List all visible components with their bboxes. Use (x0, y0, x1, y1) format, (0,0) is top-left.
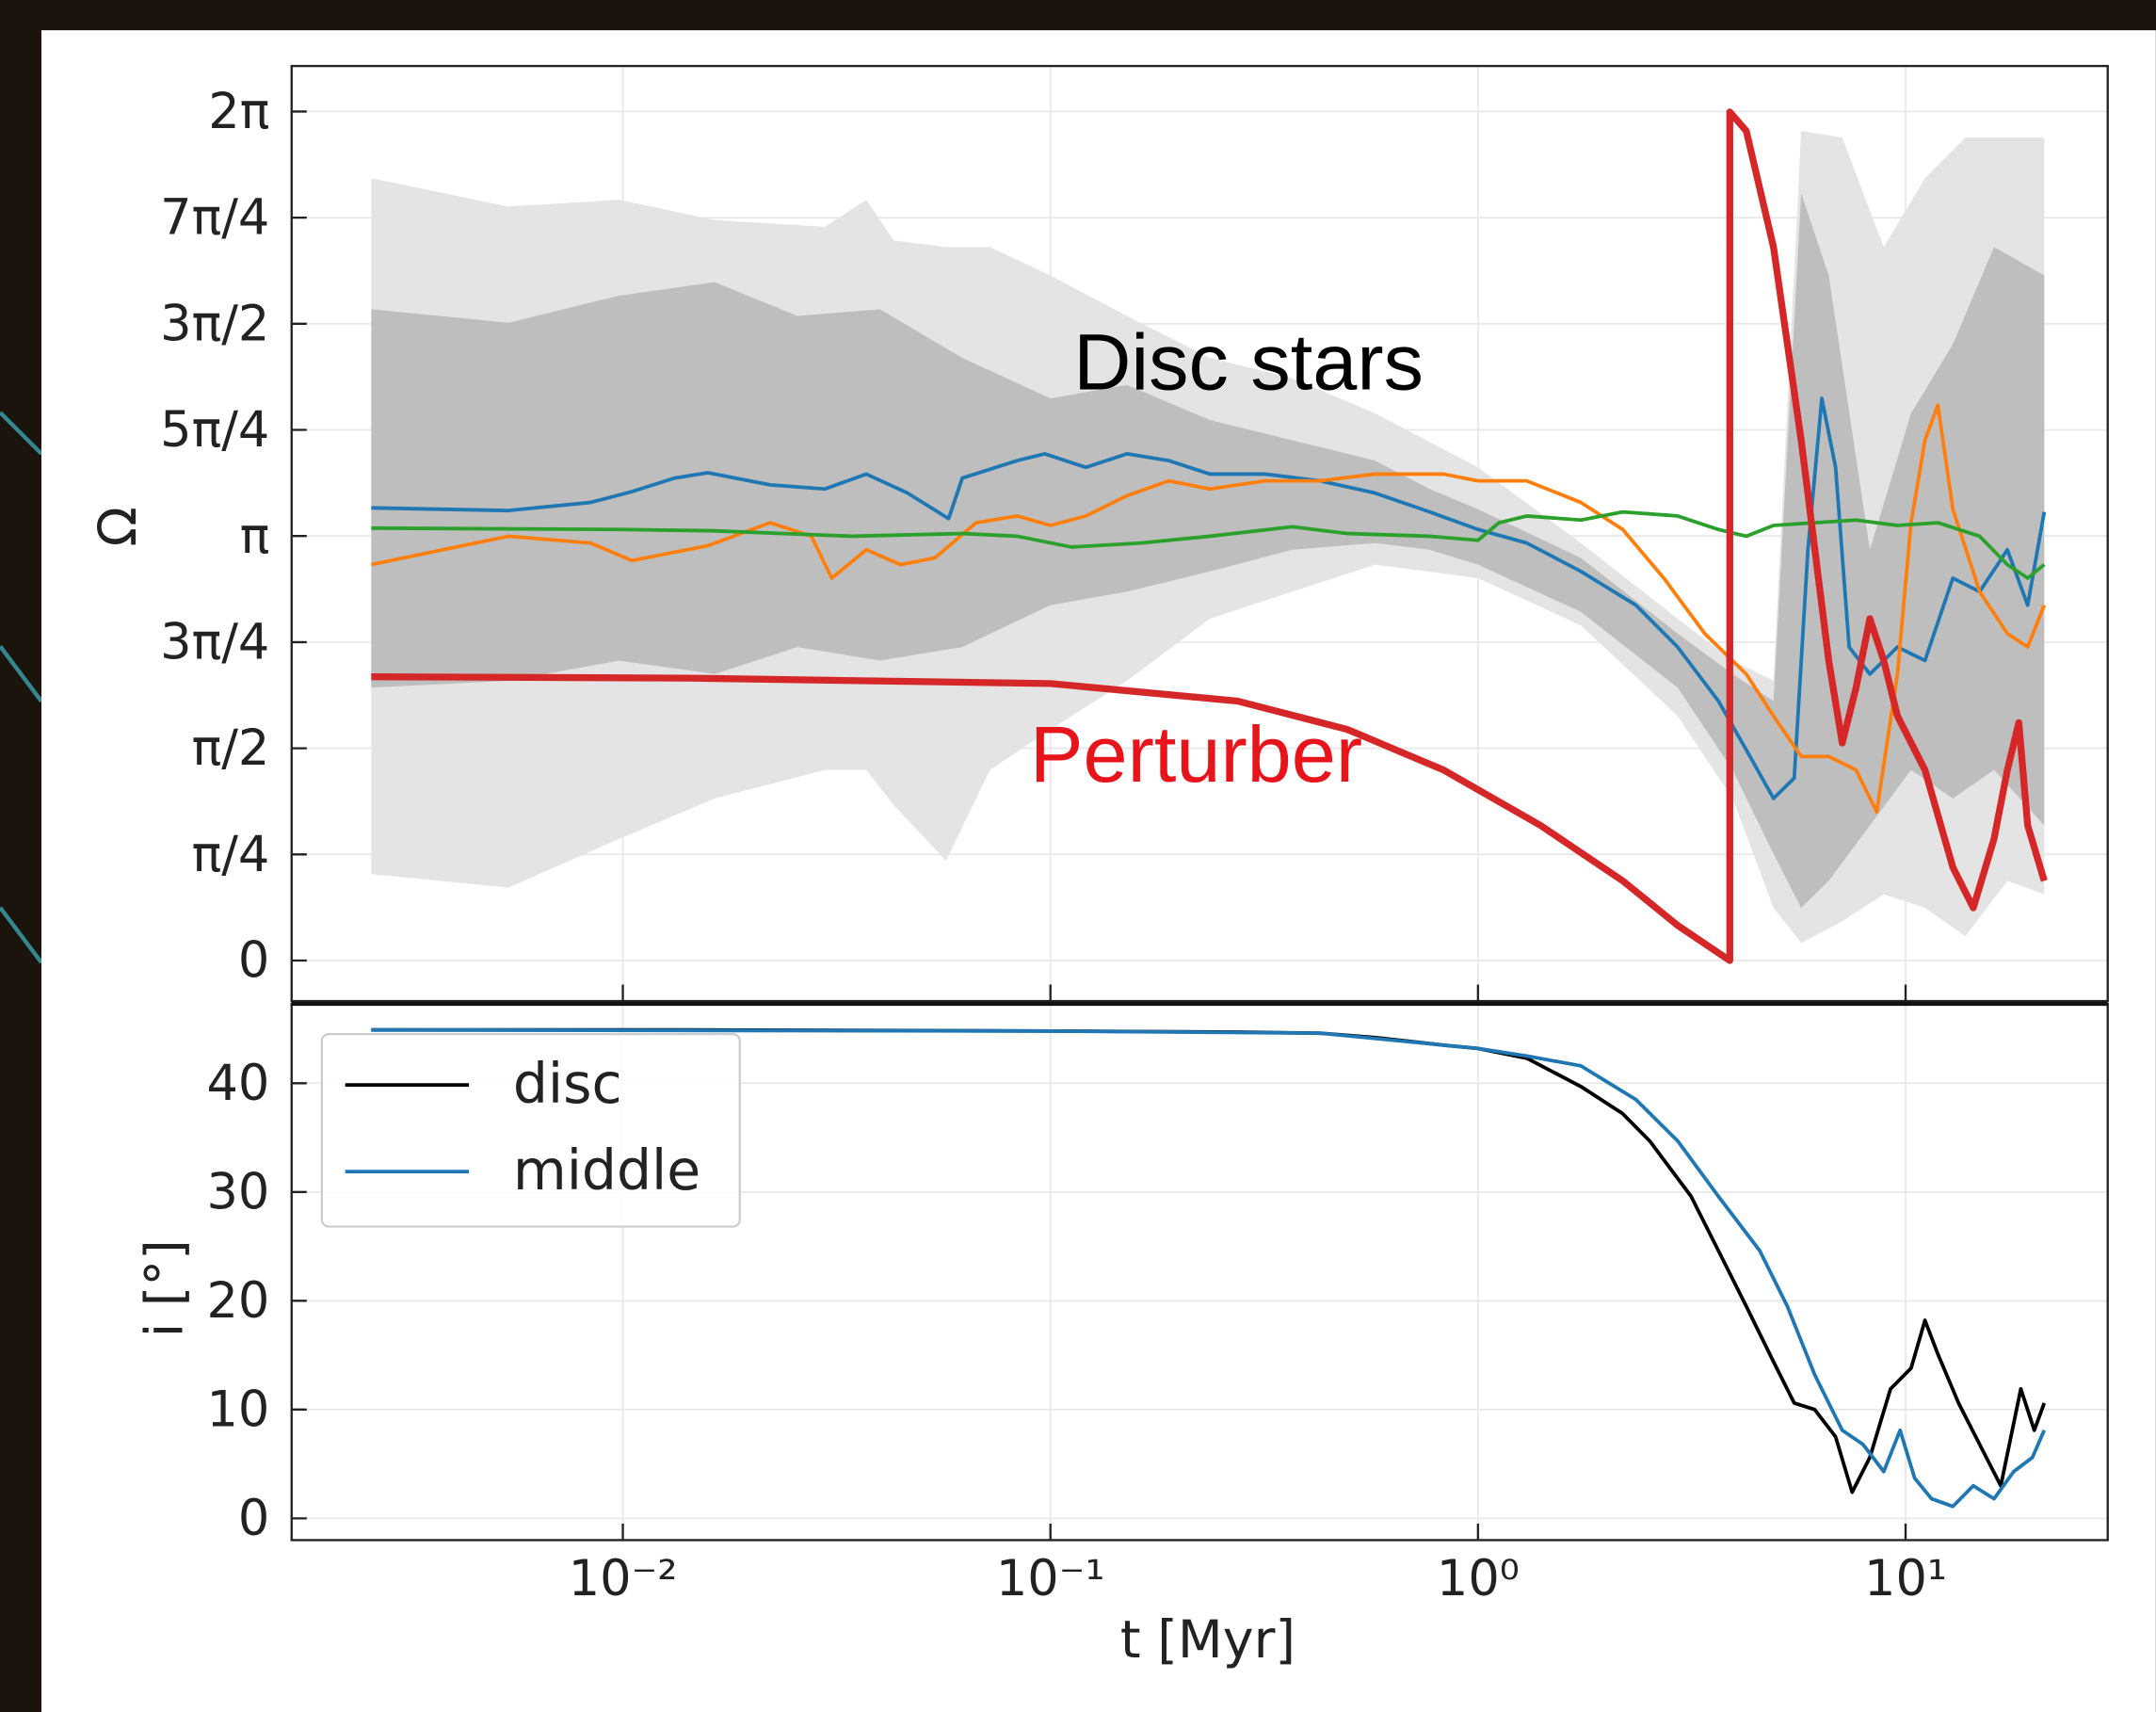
x-tick-label: 10⁰ (1437, 1550, 1520, 1607)
y-tick-label: π/2 (192, 719, 270, 777)
backdrop-streaks (0, 411, 43, 964)
series-line (371, 509, 2046, 580)
y-tick-label: π (240, 508, 270, 565)
y-tick-label: 2π (208, 83, 269, 140)
legend-box (320, 1033, 741, 1228)
y-tick-label: 10 (207, 1381, 270, 1438)
y-tick-label: 30 (207, 1163, 270, 1220)
legend-label: disc (513, 1052, 622, 1116)
series-line (370, 403, 2047, 815)
y-axis-label: i [°] (135, 1239, 195, 1337)
series-line (371, 1027, 2047, 1509)
y-tick-label: 7π/4 (160, 189, 269, 247)
plot-area (291, 66, 2108, 1002)
y-tick-label: 5π/4 (160, 401, 269, 459)
y-tick-label: 3π/2 (160, 295, 269, 352)
y-tick-label: 40 (207, 1055, 270, 1112)
axes-frame (290, 64, 2109, 1003)
y-tick-label: π/4 (192, 826, 270, 883)
x-tick-label: 10⁻¹ (996, 1550, 1105, 1607)
annotation: Perturber (1030, 709, 1362, 799)
annotation: Disc stars (1073, 317, 1424, 407)
y-tick-label: 0 (238, 1490, 269, 1547)
x-axis-label: t [Myr] (1120, 1610, 1295, 1671)
y-tick-label: 0 (238, 932, 269, 990)
legend-label: middle (513, 1139, 700, 1203)
x-tick-label: 10¹ (1864, 1550, 1947, 1607)
x-tick-label: 10⁻² (569, 1550, 678, 1607)
series-line (371, 396, 2047, 800)
spread-band (371, 192, 2045, 909)
y-tick-label: 20 (207, 1272, 270, 1330)
y-axis-label: Ω (88, 507, 149, 546)
y-tick-label: 3π/4 (160, 613, 269, 670)
series-line (371, 108, 2048, 964)
legend: disc middle (320, 1033, 741, 1228)
